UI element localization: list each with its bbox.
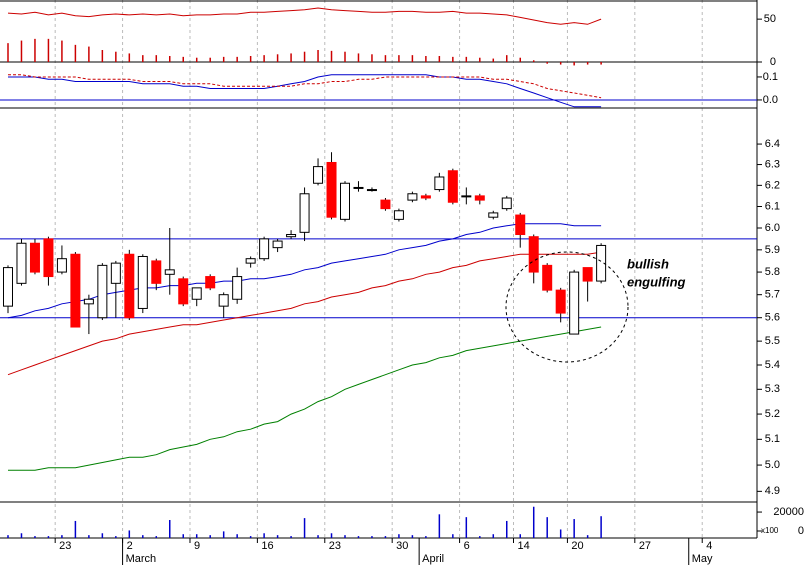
y-tick-label: 50	[764, 13, 776, 25]
annotation: bullish	[627, 256, 669, 271]
candle-body	[326, 161, 337, 218]
candle-body	[340, 182, 350, 220]
x-tick-label: 9	[194, 540, 200, 552]
candle-body	[218, 294, 229, 307]
candle-body	[582, 267, 593, 282]
candle-body	[596, 244, 607, 282]
candle-body	[205, 276, 216, 289]
candle-body	[528, 236, 539, 273]
y-tick-label: 5.2	[765, 408, 780, 420]
y-tick-label: 0	[798, 525, 804, 537]
y-tick-label: 5.6	[765, 312, 780, 324]
y-tick-label: 4.9	[765, 485, 780, 497]
candle-body	[501, 197, 512, 210]
annotation: engulfing	[627, 274, 686, 289]
y-tick-label: 0.0	[763, 94, 778, 106]
candle-body	[515, 214, 526, 236]
candle-body	[56, 258, 67, 273]
candle-body	[488, 212, 499, 218]
candle-body	[555, 289, 566, 314]
candle-body	[191, 287, 202, 300]
candle-body	[83, 298, 94, 305]
y-tick-label: 5.5	[765, 335, 780, 347]
candle-body	[407, 193, 418, 201]
y-tick-label: 5.8	[765, 266, 780, 278]
candle-body	[299, 193, 310, 233]
rsi-line	[7, 7, 602, 25]
x-tick-label: 23	[329, 540, 341, 552]
candle-body	[461, 195, 472, 198]
candle-body	[97, 264, 108, 319]
x-tick-label: 2	[127, 540, 133, 552]
month-label: April	[422, 553, 444, 565]
candle-body	[16, 242, 27, 284]
x-tick-label: 14	[518, 540, 530, 552]
moving-average	[8, 326, 602, 471]
y-tick-label: 5.0	[765, 459, 780, 471]
x-tick-label: 27	[639, 540, 651, 552]
candle-body	[434, 176, 445, 191]
moving-average	[7, 251, 602, 376]
candle-body	[474, 195, 485, 201]
candle-body	[70, 253, 81, 328]
y-tick-label: 5.3	[765, 383, 780, 395]
candle-body	[178, 278, 189, 305]
candle-body	[137, 255, 148, 309]
y-tick-label: 6.2	[765, 179, 780, 191]
y-tick-label: 5.7	[765, 289, 780, 301]
candle-body	[110, 262, 121, 284]
x-tick-label: 6	[464, 540, 470, 552]
candle-body	[420, 195, 431, 199]
y-tick-label: 6.0	[765, 222, 780, 234]
candle-body	[393, 210, 404, 220]
x-tick-label: 23	[59, 540, 71, 552]
macd-line	[8, 74, 602, 108]
candle-body	[43, 238, 54, 278]
y-tick-label: 5.4	[765, 359, 780, 371]
candle-body	[3, 267, 13, 307]
candle-body	[259, 238, 270, 260]
candle-body	[380, 199, 391, 210]
y-tick-label: 5.1	[765, 433, 780, 445]
y-tick-label: 6.1	[765, 200, 780, 212]
candle-body	[232, 276, 243, 300]
candle-body	[366, 189, 377, 192]
y-tick-label: 20000	[773, 506, 804, 518]
candle-body	[124, 253, 135, 319]
candle-body	[245, 258, 256, 264]
candle-body	[272, 240, 283, 249]
x-tick-label: 16	[261, 540, 273, 552]
candle-body	[313, 166, 324, 184]
x-tick-label: 30	[396, 540, 408, 552]
volume-unit: x100	[761, 526, 779, 535]
month-label: March	[126, 553, 157, 565]
y-tick-label: 0	[770, 56, 776, 68]
macd-line	[8, 74, 602, 99]
x-tick-label: 20	[571, 540, 583, 552]
candle-body	[151, 260, 162, 284]
candle-body	[29, 242, 40, 273]
y-tick-label: 0.1	[763, 71, 778, 83]
x-tick-label: 4	[706, 540, 712, 552]
candle-body	[569, 271, 580, 335]
candle-body	[353, 186, 364, 189]
candle-body	[542, 264, 553, 291]
y-tick-label: 6.3	[765, 158, 780, 170]
candle-body	[447, 170, 458, 203]
candle-body	[286, 234, 297, 238]
highlight-ellipse	[505, 251, 629, 363]
month-label: May	[692, 553, 713, 565]
y-tick-label: 6.4	[765, 138, 780, 150]
y-tick-label: 5.9	[765, 244, 780, 256]
candle-body	[164, 269, 175, 275]
